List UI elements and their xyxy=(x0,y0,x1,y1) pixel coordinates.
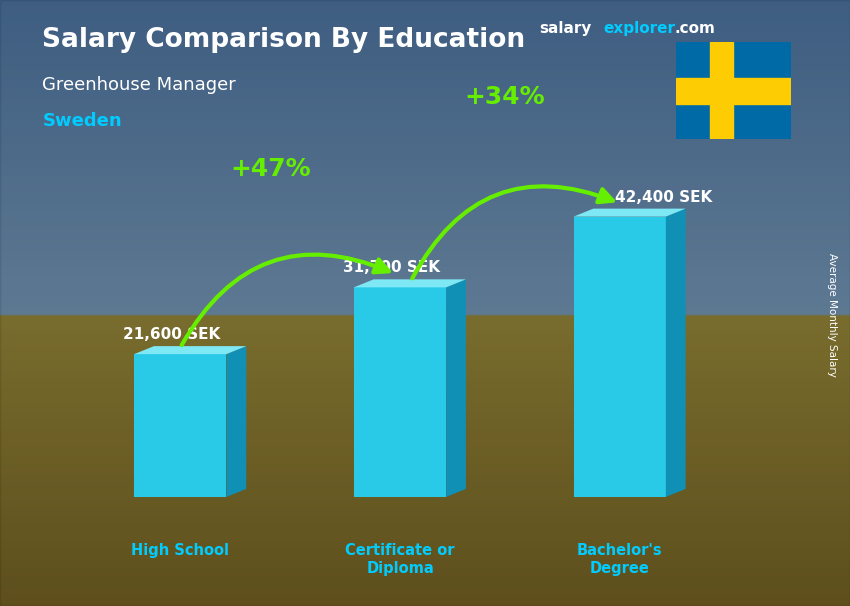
Text: Sweden: Sweden xyxy=(42,112,122,130)
Text: explorer: explorer xyxy=(604,21,676,36)
Text: 42,400 SEK: 42,400 SEK xyxy=(615,190,712,205)
Text: +34%: +34% xyxy=(464,85,545,109)
Bar xyxy=(676,78,790,104)
Text: Average Monthly Salary: Average Monthly Salary xyxy=(827,253,837,377)
Text: Certificate or
Diploma: Certificate or Diploma xyxy=(345,543,455,576)
Polygon shape xyxy=(574,208,686,216)
Bar xyxy=(710,42,733,139)
FancyArrowPatch shape xyxy=(412,186,613,278)
Text: salary: salary xyxy=(540,21,592,36)
Text: 21,600 SEK: 21,600 SEK xyxy=(123,327,220,342)
Polygon shape xyxy=(134,346,246,354)
Polygon shape xyxy=(354,279,466,287)
Polygon shape xyxy=(226,346,246,497)
Bar xyxy=(574,216,666,497)
Text: Greenhouse Manager: Greenhouse Manager xyxy=(42,76,236,94)
Bar xyxy=(354,287,446,497)
Text: .com: .com xyxy=(674,21,715,36)
Text: Bachelor's
Degree: Bachelor's Degree xyxy=(577,543,662,576)
Polygon shape xyxy=(446,279,466,497)
Text: 31,700 SEK: 31,700 SEK xyxy=(343,261,440,276)
Text: High School: High School xyxy=(132,543,230,558)
FancyArrowPatch shape xyxy=(182,255,388,345)
Polygon shape xyxy=(666,208,686,497)
Text: Salary Comparison By Education: Salary Comparison By Education xyxy=(42,27,525,53)
Text: +47%: +47% xyxy=(230,157,311,181)
Bar xyxy=(134,354,226,497)
